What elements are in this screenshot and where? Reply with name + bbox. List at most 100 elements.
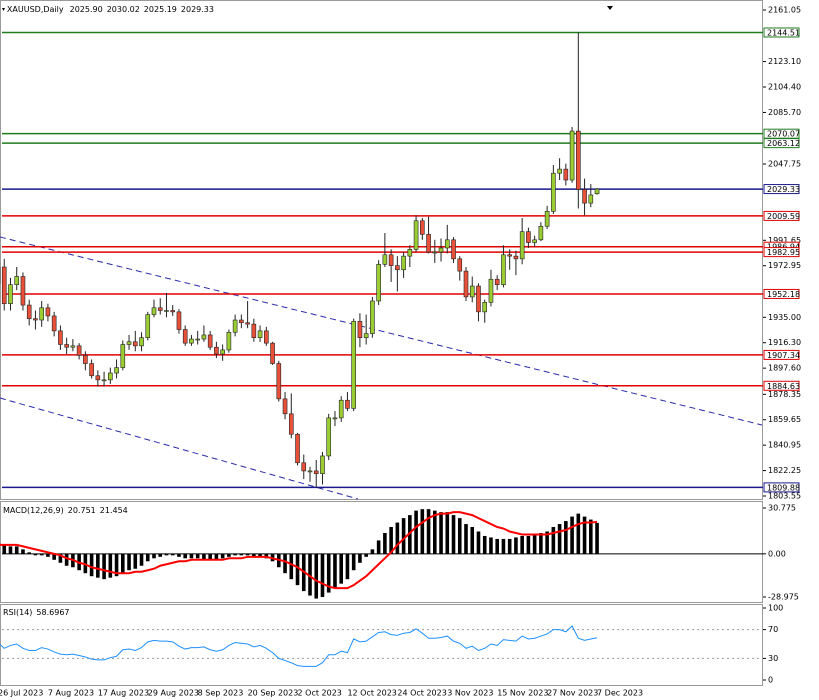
y-tick-label: 0.00	[768, 549, 786, 558]
level-label: 1952.18	[767, 290, 800, 299]
macd-bar	[520, 535, 524, 554]
candle-body	[438, 247, 444, 253]
candle-body	[282, 398, 288, 415]
macd-bar	[339, 553, 343, 584]
macd-bar	[545, 531, 549, 554]
candle-body	[476, 285, 481, 313]
candle-body	[20, 276, 26, 306]
candle-body	[320, 455, 325, 474]
rsi-title: RSI(14)	[3, 608, 32, 617]
y-tick-label: 30.775	[768, 504, 796, 513]
candle-body	[457, 258, 463, 272]
candle-body	[189, 338, 194, 344]
candle-body	[407, 249, 413, 257]
macd-bar	[245, 553, 250, 556]
y-tick-label: 1972.95	[768, 261, 801, 270]
close-label: 2029.33	[181, 5, 214, 14]
level-label: 1982.95	[767, 248, 800, 257]
candle-body	[288, 413, 294, 435]
candle-body	[376, 263, 381, 302]
rsi-header: RSI(14) 58.6967	[3, 608, 70, 617]
candle-body	[588, 194, 594, 204]
macd-bar	[426, 509, 431, 554]
macd-bar	[564, 521, 568, 554]
candle-body	[226, 331, 232, 351]
candle-body	[351, 321, 356, 409]
candle-body	[463, 270, 469, 298]
macd-bar	[395, 522, 400, 554]
macd-bar	[145, 553, 150, 562]
macd-bar	[320, 553, 325, 598]
macd-bar	[557, 524, 562, 554]
candle-body	[58, 330, 63, 345]
macd-bar	[133, 553, 138, 569]
level-label-box	[763, 288, 800, 299]
candle-body	[101, 379, 107, 382]
candle-body	[139, 337, 144, 347]
level-label: 2009.59	[767, 212, 800, 221]
symbol: XAUUSD,Daily	[7, 5, 64, 14]
candle-body	[313, 470, 319, 474]
macd-bar	[121, 553, 125, 574]
candle-body	[207, 334, 213, 348]
low-label: 2025.19	[144, 5, 177, 14]
macd-bar	[220, 553, 225, 559]
x-tick-label: 27 Nov 2023	[547, 689, 598, 698]
candle-body	[157, 307, 163, 311]
dropdown-icon[interactable]	[607, 6, 613, 10]
candle-body	[594, 188, 600, 195]
candle-body	[239, 319, 244, 324]
macd-bar	[158, 553, 163, 557]
macd-bar	[39, 553, 44, 556]
macd-header: MACD(12,26,9) 20.751 21.454	[3, 506, 128, 515]
macd-bar	[470, 527, 475, 554]
y-tick-label: 70	[768, 625, 778, 634]
macd-bar	[258, 553, 262, 557]
candle-body	[538, 225, 544, 241]
macd-bar	[476, 531, 481, 554]
macd-bar	[314, 553, 319, 599]
candle-body	[444, 239, 450, 249]
y-tick-label: 1916.30	[768, 338, 801, 347]
y-tick-label: 2161.05	[768, 6, 801, 15]
level-label-box	[763, 380, 800, 391]
macd-bar	[195, 553, 200, 559]
chart-header: ▾ XAUUSD,Daily 2025.90 2030.02 2025.19 2029.…	[2, 5, 214, 14]
signal-value: 21.454	[100, 506, 128, 515]
macd-value: 20.751	[68, 506, 96, 515]
candle-body	[89, 363, 94, 377]
candle-body	[220, 349, 225, 355]
level-label: 2144.51	[767, 28, 800, 37]
level-label-box	[763, 184, 800, 195]
candle-body	[563, 168, 569, 181]
candle-body	[14, 276, 20, 285]
candle-body	[513, 255, 519, 260]
candle-body	[413, 220, 419, 250]
macd-bar	[570, 516, 574, 554]
candle-body	[201, 334, 207, 340]
candle-body	[426, 234, 431, 253]
candle-body	[420, 220, 425, 235]
macd-bar	[227, 553, 231, 557]
macd-bar	[333, 553, 337, 589]
candle-body	[251, 323, 257, 338]
plot: 2161.05 2123.10 2104.40 2085.70 2047.75 1991.…	[0, 6, 801, 698]
macd-bar	[139, 553, 144, 566]
candle-body	[39, 307, 44, 321]
candle-body	[51, 315, 57, 332]
candle-body	[257, 330, 263, 338]
candle-body	[26, 304, 32, 319]
macd-bar	[589, 519, 593, 554]
candle-body	[345, 399, 350, 409]
x-tick-label: 17 Aug 2023	[98, 689, 149, 698]
macd-bar	[464, 524, 468, 554]
signal-line	[0, 511, 598, 590]
y-tick-label: 2123.10	[768, 57, 801, 66]
macd-bar	[420, 509, 425, 554]
macd-bar	[351, 553, 356, 571]
candle-body	[301, 462, 307, 472]
macd-bar	[495, 538, 499, 554]
macd-bar	[482, 535, 487, 554]
macd-bar	[233, 553, 237, 556]
